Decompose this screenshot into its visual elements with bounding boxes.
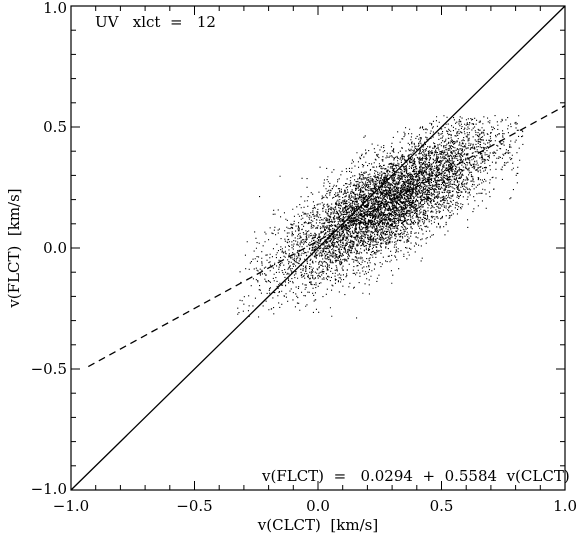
y-tick-label: −0.5 xyxy=(31,360,67,378)
y-tick-label: 0.5 xyxy=(43,118,67,136)
x-tick-label: 0.5 xyxy=(430,497,454,515)
fit-line xyxy=(87,105,566,368)
y-tick-label: −1.0 xyxy=(31,480,67,498)
y-tick-label: 0.0 xyxy=(43,239,67,257)
annotation-top: UV xlct = 12 xyxy=(95,13,216,31)
axis-ticks: −1.0 −0.5 0.0 0.5 1.0 −1.0 −0.5 0.0 0.5 1.0 xyxy=(31,0,577,515)
x-axis-label: v(CLCT) [km/s] xyxy=(257,516,378,534)
x-tick-label: −0.5 xyxy=(176,497,212,515)
y-axis-label: v(FLCT) [km/s] xyxy=(5,188,23,308)
x-tick-label: 1.0 xyxy=(553,497,577,515)
lines xyxy=(70,5,566,491)
scatter-points xyxy=(237,115,524,319)
identity-line xyxy=(70,5,566,491)
y-tick-label: 1.0 xyxy=(43,0,67,17)
x-tick-label: 0.0 xyxy=(306,497,330,515)
fit-equation: v(FLCT) = 0.0294 + 0.5584 v(CLCT) xyxy=(261,467,570,485)
x-tick-label: −1.0 xyxy=(53,497,89,515)
data-points xyxy=(237,115,524,319)
